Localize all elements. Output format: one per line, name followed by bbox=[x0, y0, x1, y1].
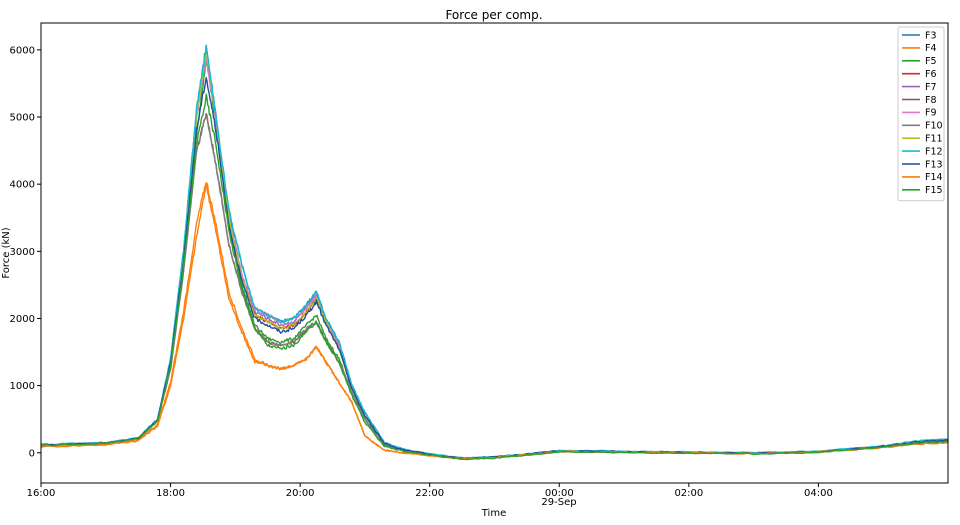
legend-box bbox=[897, 26, 945, 202]
legend-label-f15: F15 bbox=[925, 185, 943, 196]
y-tick-label: 4000 bbox=[10, 180, 35, 191]
chart-title: Force per comp. bbox=[445, 8, 542, 22]
series-line-f9 bbox=[40, 57, 949, 460]
y-tick-label: 1000 bbox=[10, 381, 35, 392]
series-line-f8 bbox=[40, 112, 949, 460]
x-tick-label: 04:00 bbox=[804, 488, 833, 499]
y-tick-label: 2000 bbox=[10, 314, 35, 325]
legend-label-f4: F4 bbox=[925, 43, 937, 54]
legend-label-f10: F10 bbox=[925, 121, 943, 132]
y-tick-label: 6000 bbox=[10, 45, 35, 56]
y-tick-label: 0 bbox=[29, 448, 35, 459]
series-line-f14 bbox=[40, 182, 949, 460]
series-line-f13 bbox=[40, 76, 949, 460]
series-line-f15 bbox=[40, 93, 948, 461]
x-tick-label: 22:00 bbox=[415, 488, 444, 499]
x-date-label: 29-Sep bbox=[541, 497, 576, 508]
series-line-f3 bbox=[40, 44, 949, 460]
y-tick-label: 5000 bbox=[10, 113, 35, 124]
legend-label-f14: F14 bbox=[925, 172, 943, 183]
series-line-f6 bbox=[40, 45, 949, 460]
y-axis-label: Force (kN) bbox=[1, 227, 12, 278]
y-tick-label: 3000 bbox=[10, 247, 35, 258]
legend-label-f5: F5 bbox=[925, 56, 937, 67]
series-line-f7 bbox=[40, 47, 949, 460]
legend-label-f8: F8 bbox=[925, 95, 937, 106]
x-tick-label: 02:00 bbox=[674, 488, 703, 499]
series-line-f11 bbox=[40, 46, 949, 460]
series-line-f10 bbox=[40, 114, 949, 460]
legend-label-f9: F9 bbox=[925, 108, 937, 119]
x-tick-label: 00:00 bbox=[545, 488, 574, 499]
x-tick-label: 20:00 bbox=[286, 488, 315, 499]
x-tick-label: 16:00 bbox=[27, 488, 56, 499]
x-tick-label: 18:00 bbox=[156, 488, 185, 499]
x-axis-label: Time bbox=[481, 508, 506, 519]
y-axis: 0 1000 2000 3000 4000 5000 6000 bbox=[10, 45, 41, 459]
legend-label-f6: F6 bbox=[925, 69, 937, 80]
series-line-f12 bbox=[40, 45, 949, 459]
legend-label-f11: F11 bbox=[925, 134, 943, 145]
series-line-f5 bbox=[40, 58, 949, 460]
legend-label-f7: F7 bbox=[925, 82, 937, 93]
x-axis: 16:00 18:00 20:00 22:00 00:00 02:00 04:00 bbox=[27, 483, 833, 499]
legend-label-f12: F12 bbox=[925, 146, 943, 157]
legend-label-f3: F3 bbox=[925, 30, 937, 41]
legend-label-f13: F13 bbox=[925, 159, 943, 170]
plot-frame bbox=[40, 22, 949, 484]
plot-lines bbox=[40, 44, 949, 461]
